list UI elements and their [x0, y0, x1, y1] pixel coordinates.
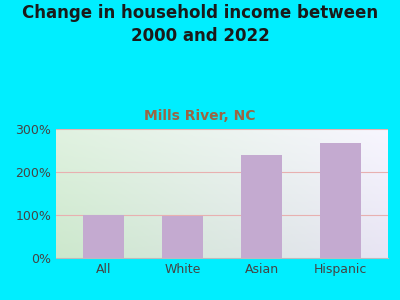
- Bar: [162, 216, 203, 258]
- Bar: [241, 155, 282, 258]
- Text: Mills River, NC: Mills River, NC: [144, 110, 256, 124]
- Bar: [320, 143, 361, 258]
- Bar: [83, 215, 124, 258]
- Text: Change in household income between
2000 and 2022: Change in household income between 2000 …: [22, 4, 378, 45]
